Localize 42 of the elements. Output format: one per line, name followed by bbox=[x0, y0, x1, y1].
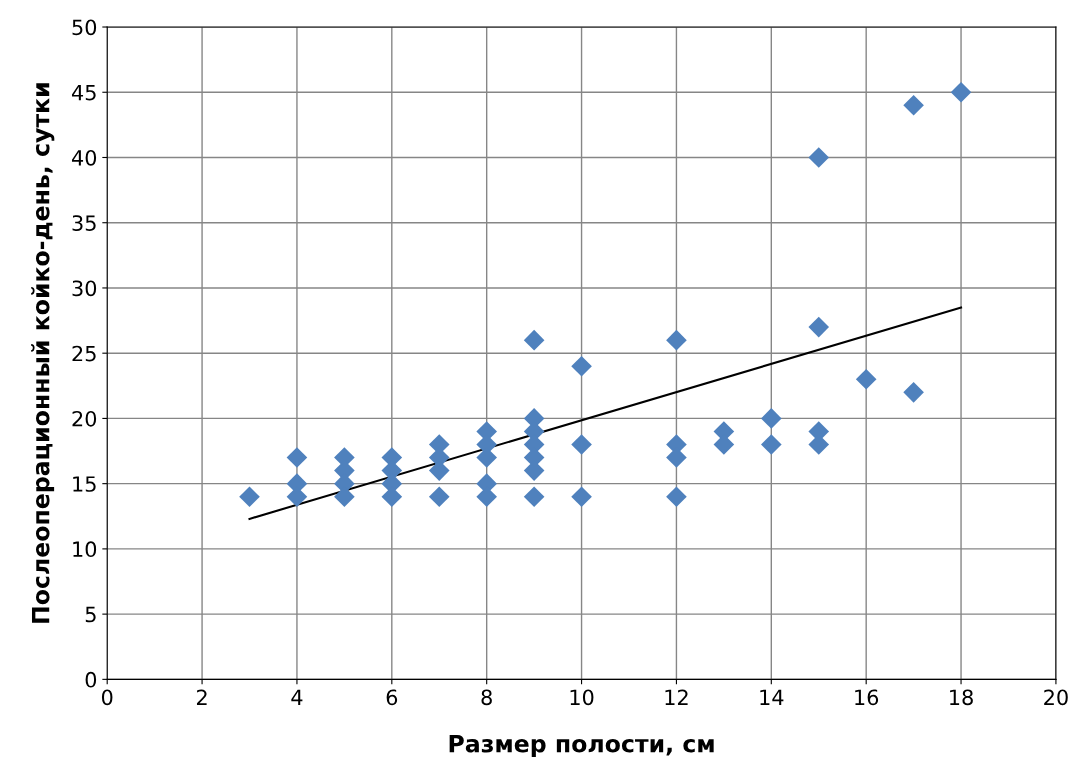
point bbox=[903, 382, 924, 403]
x-tick-label: 0 bbox=[101, 689, 113, 706]
point bbox=[239, 486, 260, 507]
x-tick-label: 12 bbox=[665, 689, 688, 705]
y-tick-label: 0 bbox=[85, 671, 97, 688]
point bbox=[761, 408, 782, 429]
y-tick-label: 45 bbox=[71, 84, 96, 101]
y-tick-label: 15 bbox=[73, 476, 96, 492]
x-tick-label: 8 bbox=[481, 689, 492, 706]
x-tick-label: 18 bbox=[950, 689, 973, 706]
point bbox=[808, 147, 830, 168]
point bbox=[666, 486, 687, 507]
point bbox=[950, 81, 972, 103]
x-tick-label: 14 bbox=[760, 689, 784, 705]
point bbox=[523, 486, 545, 507]
x-tick-label: 4 bbox=[291, 689, 303, 705]
x-tick-label: 16 bbox=[855, 689, 879, 706]
y-tick-label: 50 bbox=[72, 19, 97, 36]
y-tick-label: 30 bbox=[72, 280, 97, 297]
point bbox=[428, 486, 450, 507]
point bbox=[855, 368, 877, 390]
x-tick-label: 20 bbox=[1044, 689, 1068, 706]
y-tick-label: 10 bbox=[73, 541, 97, 558]
y-tick-label: 20 bbox=[72, 410, 97, 427]
x-tick-label: 2 bbox=[196, 689, 207, 705]
point bbox=[808, 316, 830, 338]
point bbox=[286, 447, 308, 468]
y-axis-title: Послеоперационный койко-день, сутки bbox=[31, 83, 55, 623]
x-tick-label: 10 bbox=[570, 689, 594, 706]
y-tick-label: 25 bbox=[72, 345, 96, 362]
y-tick-label: 35 bbox=[72, 215, 96, 231]
y-tick-label: 5 bbox=[85, 606, 96, 623]
point bbox=[571, 434, 592, 455]
y-tick-label: 40 bbox=[71, 149, 97, 166]
point bbox=[666, 329, 687, 351]
point bbox=[571, 355, 592, 377]
point bbox=[571, 486, 592, 507]
point bbox=[523, 329, 545, 351]
point bbox=[903, 95, 924, 116]
x-axis-title: Размер полости, см bbox=[449, 734, 714, 758]
point bbox=[761, 434, 782, 455]
x-tick-label: 6 bbox=[386, 689, 398, 706]
